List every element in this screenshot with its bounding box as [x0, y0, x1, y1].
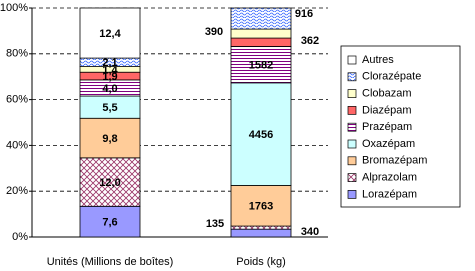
legend-label: Autres [362, 54, 394, 66]
data-label: 916 [295, 8, 313, 20]
data-label: 7,6 [102, 217, 117, 229]
y-tick-label: 80% [6, 48, 28, 60]
legend-box [340, 45, 461, 208]
y-tick-label: 40% [6, 139, 28, 151]
legend-swatch [347, 156, 357, 166]
data-label: 2,1 [102, 57, 117, 69]
bar-segment [79, 205, 141, 238]
legend-label: Bromazépam [362, 155, 427, 167]
bar-segment [230, 185, 292, 227]
legend-swatch [347, 190, 357, 199]
legend-swatch [347, 89, 357, 98]
data-label: 1582 [249, 60, 273, 72]
bar-segment [230, 82, 292, 186]
data-label: 1,9 [102, 71, 117, 83]
legend-label: Lorazépam [362, 188, 417, 200]
bar-segment [79, 157, 141, 207]
bar-segment [230, 46, 292, 84]
data-label: 5,5 [102, 102, 117, 114]
data-label: 4,0 [102, 83, 117, 95]
legend-label: Oxazépam [362, 138, 415, 150]
legend-swatch [347, 106, 357, 115]
data-label: 340 [301, 226, 319, 238]
legend-label: Alprazolam [362, 172, 417, 184]
bar-segment [230, 37, 292, 47]
legend-swatch [347, 55, 357, 65]
legend-label: Clobazam [362, 88, 412, 100]
data-label: 135 [206, 218, 224, 230]
bar-segment [230, 225, 292, 230]
bar-segment [79, 7, 141, 59]
legend-label: Prazépam [362, 121, 412, 133]
data-label: 4456 [249, 129, 273, 141]
bar-segment [79, 117, 141, 159]
legend-label: Clorazépate [362, 71, 421, 83]
x-tick-label: Poids (kg) [236, 256, 286, 268]
data-label: 12,4 [99, 28, 121, 40]
bar-segment [230, 228, 292, 238]
legend-label: Diazépam [362, 104, 412, 116]
data-label: 9,8 [102, 133, 117, 145]
legend-swatch [347, 173, 357, 182]
y-tick-label: 20% [6, 185, 28, 197]
bar-segment [230, 28, 292, 39]
data-label: 1,4 [102, 64, 118, 76]
y-tick-label: 0% [12, 231, 28, 243]
y-tick-label: 60% [6, 94, 28, 106]
legend-swatch [347, 139, 357, 149]
bar-segment [230, 7, 292, 30]
legend-swatch [347, 122, 357, 132]
x-tick-label: Unités (Millions de boîtes) [47, 256, 174, 268]
data-label: 12,0 [99, 177, 120, 189]
data-label: 1763 [249, 201, 273, 213]
y-tick-label: 100% [0, 2, 28, 14]
legend-swatch [347, 72, 357, 82]
data-label: 362 [301, 35, 319, 47]
data-label: 390 [205, 26, 223, 38]
